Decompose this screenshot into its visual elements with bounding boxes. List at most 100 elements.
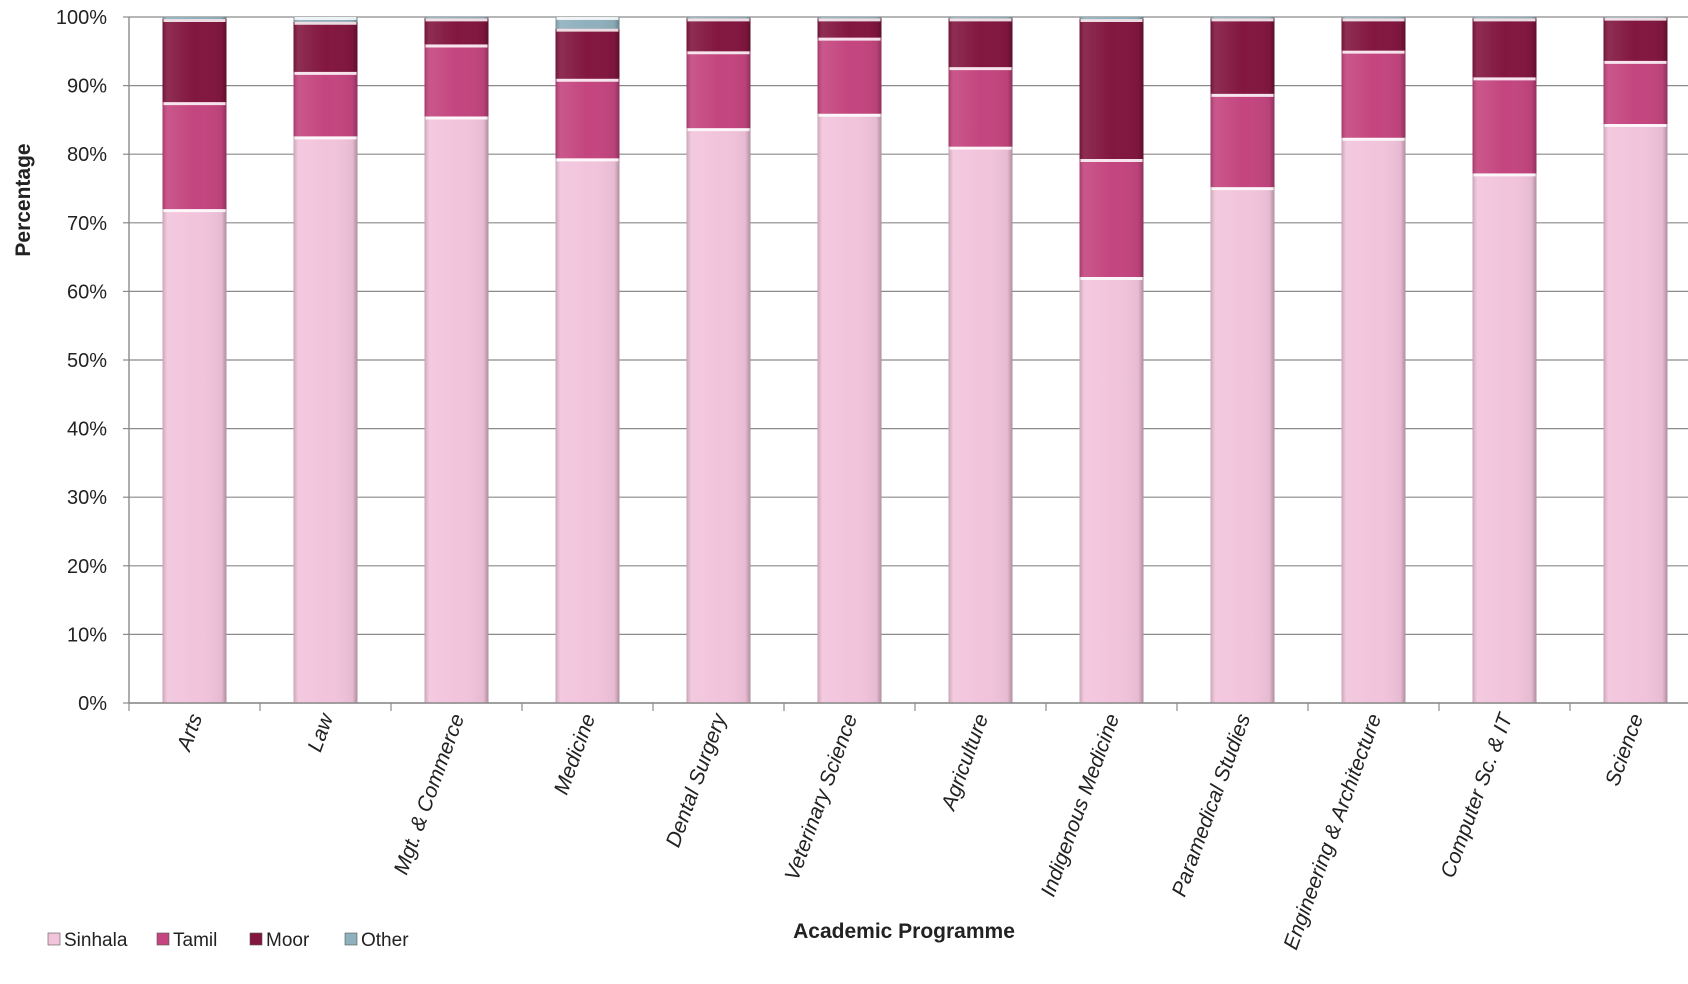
bar-sinhala-shade [1079, 276, 1144, 703]
bar-stack [162, 17, 227, 703]
y-axis-title: Percentage [12, 143, 35, 256]
y-tick-label: 10% [67, 624, 107, 646]
bar-tamil-shade [1341, 50, 1406, 138]
bar-moor-shade [948, 18, 1013, 68]
bar-tamil-shade [293, 71, 358, 137]
bar-sinhala-shade [555, 158, 620, 704]
y-tick-label: 100% [56, 7, 107, 29]
bars [162, 17, 1668, 704]
bar-moor-shade [1079, 19, 1144, 160]
bar-stack [948, 17, 1013, 704]
bar-tamil-shade [817, 37, 882, 114]
x-axis-ticks: Arts Law Mgt. & Commerce Medicine Dental Sur… [172, 709, 1648, 953]
bar-sinhala-shade [948, 146, 1013, 704]
bar-tamil-shade [555, 78, 620, 159]
x-tick-label: Indigenous Medicine [1037, 711, 1124, 900]
y-axis-ticks: 0% 10% 20% 30% 40% 50% 60% 70% 80% 90% 100% [56, 7, 129, 715]
legend: Sinhala Tamil Moor Other [47, 930, 409, 951]
bar-tamil-shade [686, 51, 751, 129]
bar-sinhala-shade [1341, 137, 1406, 704]
x-tick-label: Paramedical Studies [1168, 710, 1256, 899]
bar-moor-shade [1341, 18, 1406, 51]
bar-other-shade [817, 17, 882, 19]
bar-moor-shade [1472, 18, 1537, 78]
bar-sinhala-shade [1603, 124, 1668, 704]
bar-stack [424, 17, 489, 704]
y-tick-label: 30% [67, 487, 107, 509]
bar-stack [293, 17, 358, 703]
bar-other-shade [1079, 17, 1144, 20]
bar-sinhala-shade [293, 136, 358, 703]
bar-other-shade [555, 17, 620, 29]
bar-sinhala-shade [424, 116, 489, 704]
gridlines [129, 16, 1688, 704]
bar-sinhala-shade [817, 113, 882, 703]
bar-tamil-shade [1079, 159, 1144, 277]
bar-other-shade [948, 17, 1013, 19]
bar-moor-shade [424, 18, 489, 45]
legend-label: Sinhala [64, 930, 128, 951]
bar-tamil-shade [1210, 93, 1275, 188]
y-tick-label: 70% [67, 213, 107, 235]
bar-moor-shade [293, 21, 358, 72]
legend-label: Other [361, 930, 409, 951]
legend-label: Tamil [173, 930, 217, 951]
x-tick-label: Medicine [550, 711, 600, 798]
bar-sinhala-shade [1210, 187, 1275, 704]
bar-tamil-shade [948, 67, 1013, 147]
bar-moor-shade [817, 18, 882, 38]
bar-tamil-shade [162, 102, 227, 210]
bar-stack [1341, 17, 1406, 704]
axes [128, 17, 1688, 711]
bar-moor-shade [162, 19, 227, 103]
bar-other-shade [1472, 17, 1537, 19]
y-tick-label: 90% [67, 76, 107, 98]
legend-item: Moor [249, 930, 310, 951]
bar-moor-shade [686, 18, 751, 52]
bar-stack [555, 17, 620, 704]
bar-other-shade [1603, 17, 1668, 18]
y-tick-label: 60% [67, 281, 107, 303]
y-tick-label: 40% [67, 419, 107, 441]
bar-sinhala-shade [1472, 173, 1537, 703]
legend-swatch [156, 932, 170, 946]
bar-sinhala-shade [686, 128, 751, 703]
bar-moor-shade [555, 28, 620, 79]
legend-swatch [249, 932, 263, 946]
x-tick-label: Mgt. & Commerce [390, 711, 469, 878]
x-tick-label: Computer Sc. & IT [1437, 709, 1518, 881]
bar-other-shade [162, 17, 227, 20]
bar-tamil-shade [424, 44, 489, 117]
legend-swatch [47, 932, 61, 946]
legend-swatch [344, 932, 358, 946]
bar-sinhala-shade [162, 209, 227, 703]
x-tick-label: Arts [172, 710, 207, 755]
y-tick-label: 50% [67, 350, 107, 372]
bar-other-shade [1210, 17, 1275, 19]
bar-stack [1079, 17, 1144, 703]
x-tick-label: Law [303, 709, 338, 755]
x-axis-title: Academic Programme [793, 920, 1015, 943]
x-tick-label: Science [1601, 711, 1648, 789]
y-tick-label: 20% [67, 556, 107, 578]
bar-stack [817, 17, 882, 703]
bar-tamil-shade [1472, 77, 1537, 174]
x-tick-label: Veterinary Science [781, 711, 863, 884]
legend-item: Sinhala [47, 930, 128, 951]
y-tick-label: 80% [67, 144, 107, 166]
legend-item: Other [344, 930, 409, 951]
x-tick-label: Dental Surgery [662, 709, 732, 850]
x-tick-label: Agriculture [937, 711, 994, 815]
bar-stack [1472, 17, 1537, 703]
legend-item: Tamil [156, 930, 217, 951]
bar-other-shade [686, 17, 751, 19]
bar-stack [1210, 17, 1275, 704]
bar-moor-shade [1603, 17, 1668, 61]
legend-label: Moor [266, 930, 310, 951]
bar-moor-shade [1210, 18, 1275, 94]
bar-stack [686, 17, 751, 703]
bar-stack [1603, 17, 1668, 704]
bar-other-shade [1341, 17, 1406, 19]
